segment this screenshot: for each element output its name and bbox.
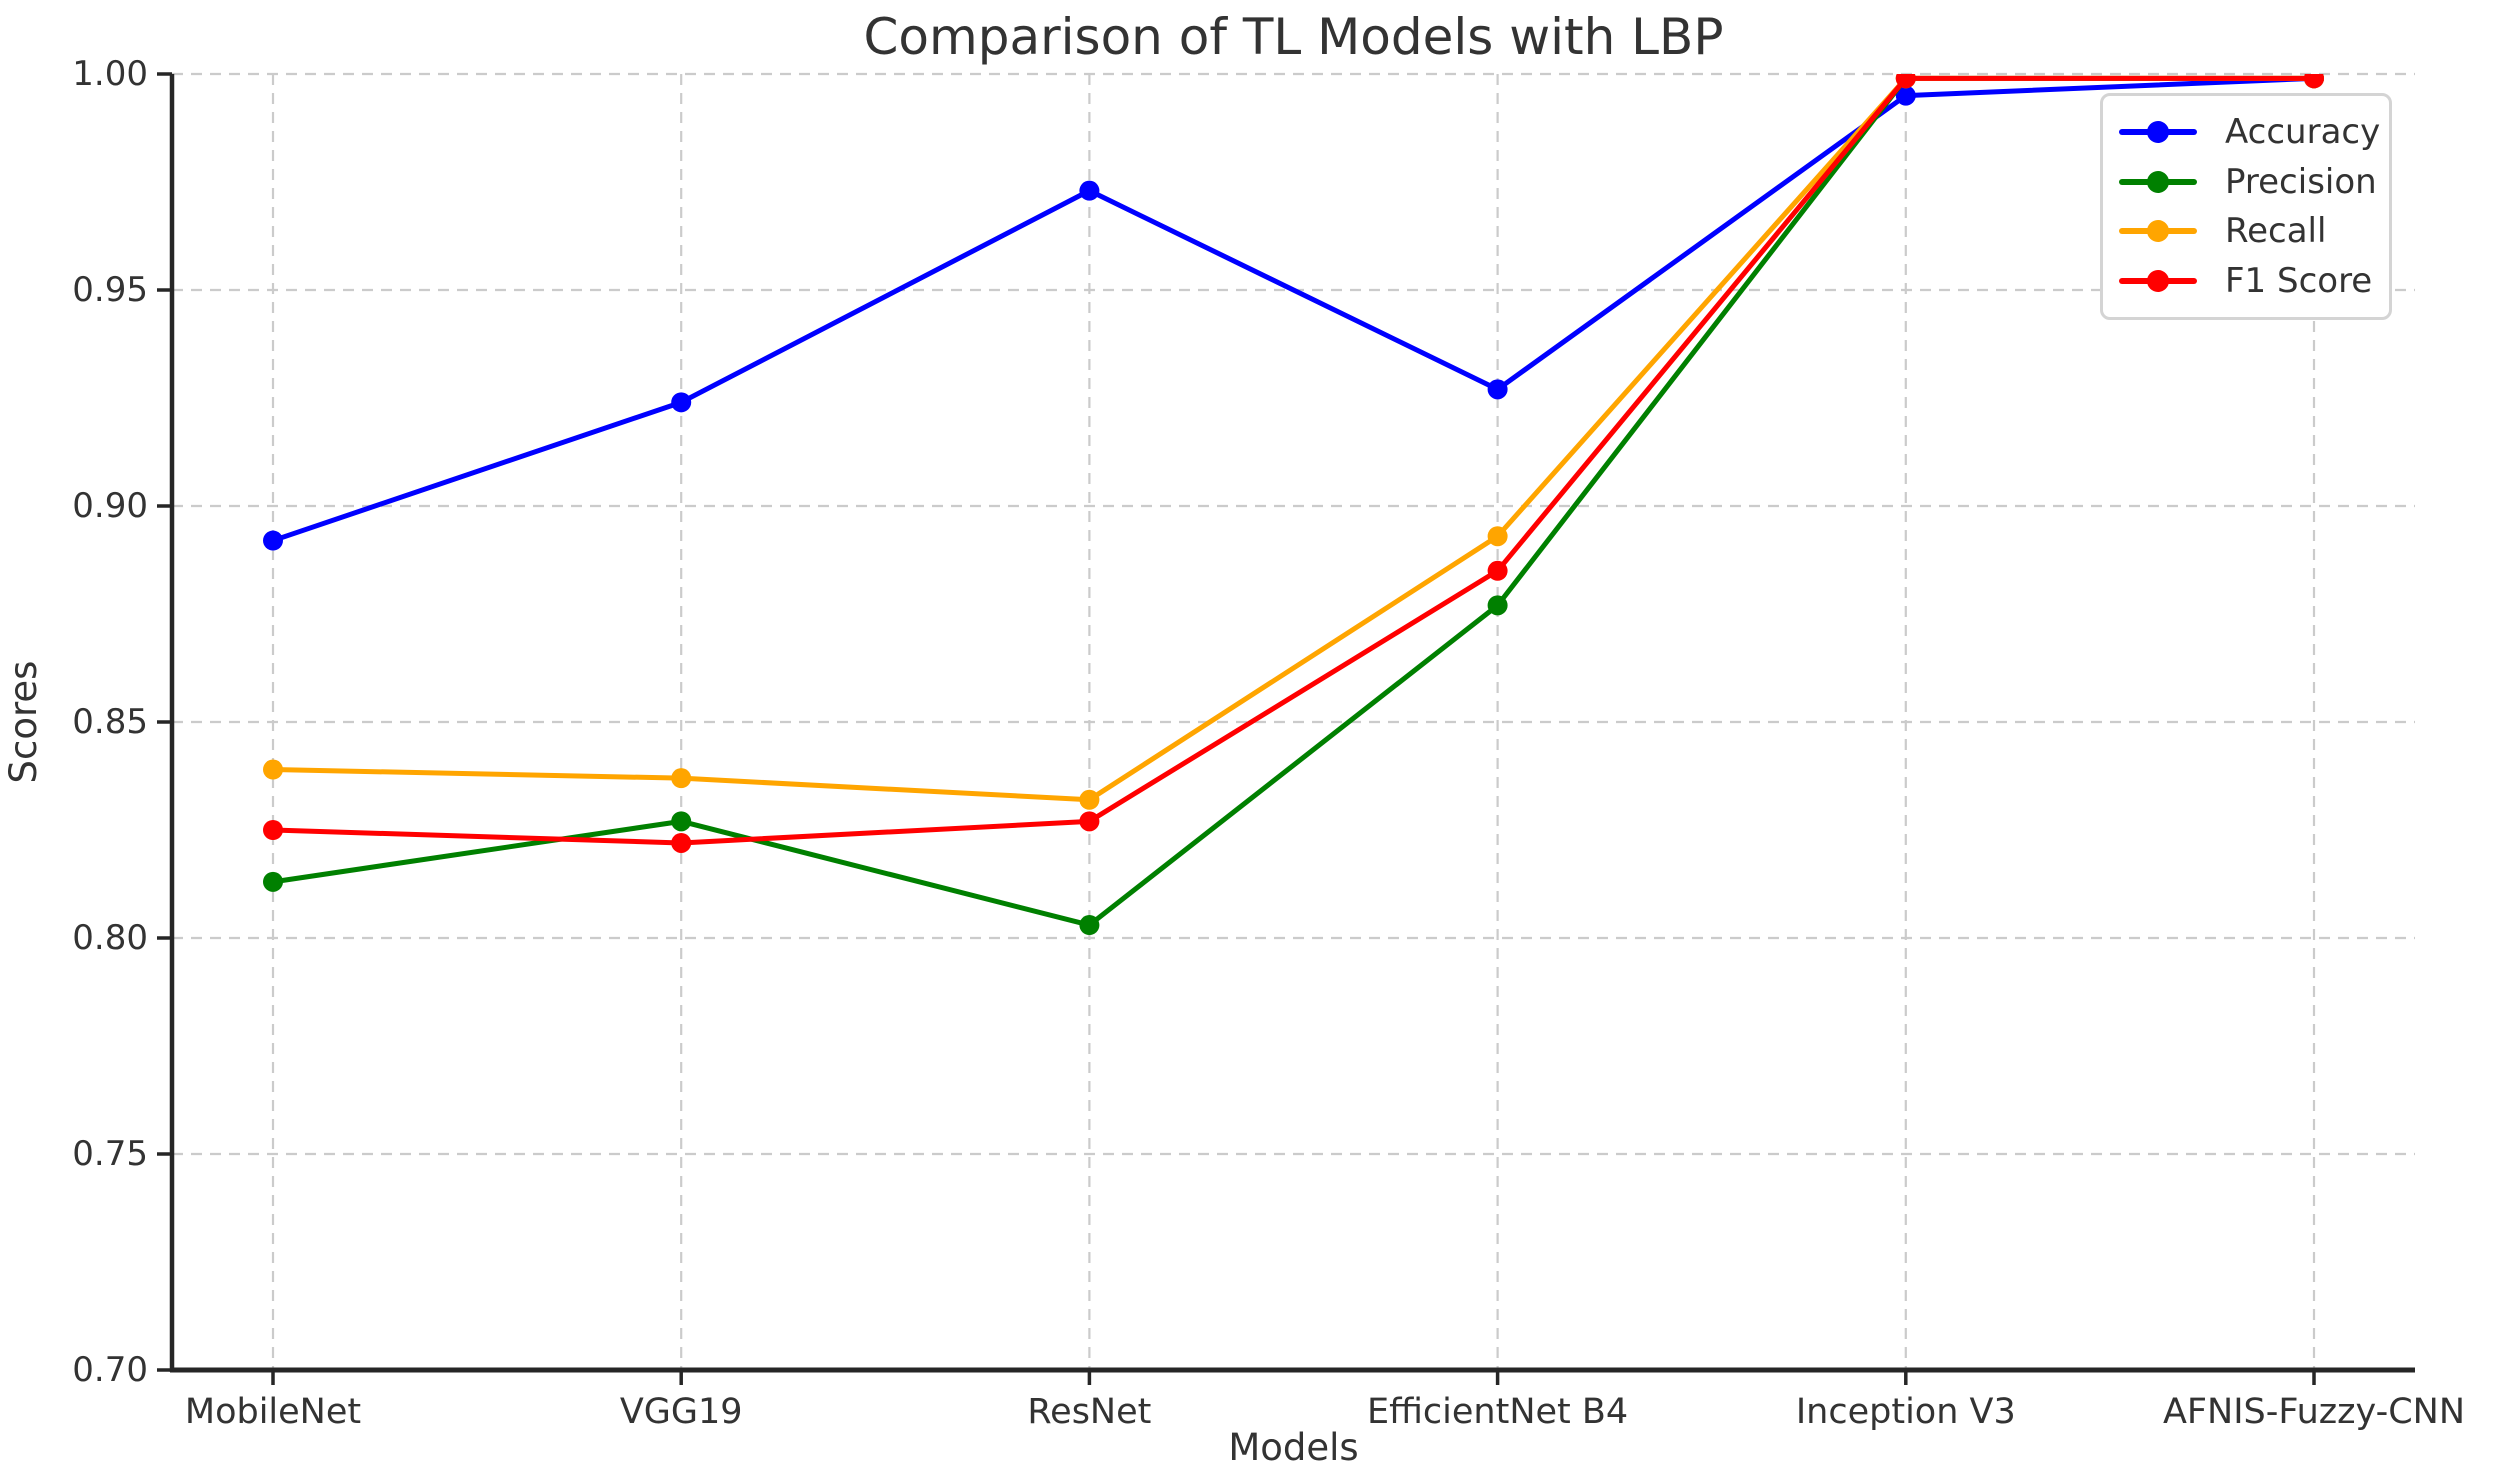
data-point-f1-score (671, 832, 692, 853)
data-point-precision (671, 811, 692, 832)
legend-label-recall: Recall (2225, 211, 2327, 252)
x-category-label: AFNIS-Fuzzy-CNN (2163, 1392, 2465, 1432)
legend-swatch-precision-icon (2119, 170, 2197, 193)
y-tick-label: 0.85 (72, 702, 148, 742)
legend-swatch-recall-icon (2119, 220, 2197, 243)
y-tick-label: 0.80 (72, 918, 148, 958)
y-tick-label: 1.00 (72, 54, 148, 94)
data-point-f1-score (1895, 74, 1916, 89)
gridlines (172, 72, 2415, 1372)
y-tick-label: 0.90 (72, 486, 148, 526)
data-point-precision (1487, 595, 1508, 616)
y-tick-label: 0.75 (72, 1134, 148, 1174)
data-point-f1-score (1487, 560, 1508, 581)
data-point-accuracy (1079, 180, 1100, 201)
y-axis-ticks: 0.70 0.75 0.80 0.85 0.90 0.95 1.00 (72, 54, 172, 1390)
chart-title: Comparison of TL Models with LBP (863, 8, 1724, 66)
series-f1-score (263, 74, 2324, 853)
data-point-f1-score (1079, 811, 1100, 832)
legend-swatch-f1-score-icon (2119, 269, 2197, 292)
x-category-label: MobileNet (185, 1392, 361, 1432)
legend-entry-precision: Precision (2119, 165, 2381, 199)
data-point-recall (1487, 526, 1508, 547)
x-axis-label: Models (1228, 1426, 1358, 1469)
legend-entry-accuracy: Accuracy (2119, 115, 2381, 149)
y-axis-label: Scores (2, 661, 45, 784)
data-point-f1-score (263, 820, 283, 840)
data-point-f1-score (2304, 74, 2324, 89)
x-category-label: ResNet (1027, 1392, 1151, 1432)
y-tick-label: 0.95 (72, 270, 148, 310)
series-precision (263, 74, 2324, 936)
legend-entry-recall: Recall (2119, 214, 2381, 248)
legend-label-f1-score: F1 Score (2225, 260, 2373, 301)
data-point-recall (263, 759, 283, 780)
data-point-recall (671, 768, 692, 789)
x-axis-ticks: MobileNet VGG19 ResNet EfficientNet B4 Incep… (185, 1370, 2465, 1432)
legend-swatch-accuracy-icon (2119, 121, 2197, 144)
legend-label-accuracy: Accuracy (2225, 112, 2381, 153)
data-point-precision (1079, 915, 1100, 936)
data-point-accuracy (671, 392, 692, 413)
x-category-label: EfficientNet B4 (1367, 1392, 1628, 1432)
data-point-precision (263, 871, 283, 892)
x-category-label: Inception V3 (1796, 1392, 2016, 1432)
series-accuracy (263, 74, 2324, 551)
legend: Accuracy Precision Recall F1 Score (2100, 93, 2392, 320)
y-tick-label: 0.70 (72, 1350, 148, 1390)
data-point-recall (1079, 789, 1100, 810)
data-point-accuracy (1487, 379, 1508, 400)
legend-entry-f1-score: F1 Score (2119, 264, 2381, 298)
legend-label-precision: Precision (2225, 161, 2377, 202)
data-point-accuracy (263, 530, 283, 551)
data-point-accuracy (1895, 85, 1916, 106)
x-category-label: VGG19 (620, 1392, 743, 1432)
